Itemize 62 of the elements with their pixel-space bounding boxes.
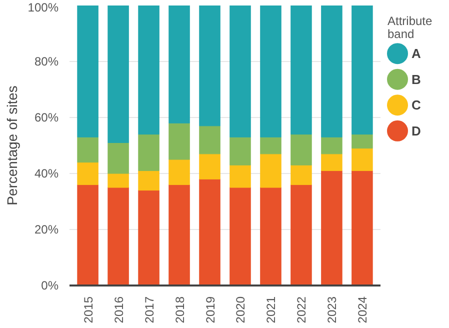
bar — [77, 136, 98, 163]
bar — [138, 6, 160, 135]
bar — [352, 170, 373, 286]
bar — [168, 159, 190, 185]
bar — [108, 173, 129, 188]
y-tick-label: 40% — [34, 166, 59, 180]
bar — [230, 136, 251, 166]
x-tick-label: 2023 — [325, 296, 340, 324]
bar — [108, 6, 129, 143]
bar — [199, 126, 220, 154]
bar — [260, 154, 282, 188]
bar — [260, 6, 282, 138]
x-tick-label: 2017 — [142, 296, 156, 324]
bar — [352, 6, 373, 135]
legend-label: A — [412, 46, 422, 62]
bar — [138, 134, 160, 171]
bar — [290, 164, 312, 185]
bar — [290, 134, 312, 166]
bar — [138, 190, 160, 286]
x-tick-label: 2020 — [234, 296, 248, 324]
bar — [77, 162, 98, 185]
bar — [230, 6, 251, 138]
legend-label: B — [412, 72, 421, 87]
legend-label: C — [412, 98, 422, 113]
bar — [199, 178, 220, 286]
bar — [138, 170, 160, 191]
x-tick-label: 2019 — [203, 296, 218, 324]
x-tick-label: 2024 — [356, 296, 370, 324]
y-tick-label: 100% — [28, 0, 59, 14]
x-tick-label: 2016 — [112, 296, 126, 324]
y-tick-label: 20% — [34, 222, 59, 236]
bar — [168, 6, 190, 124]
bar — [290, 184, 312, 286]
bar — [230, 187, 251, 286]
bar — [321, 154, 342, 171]
x-tick-label: 2021 — [264, 296, 278, 324]
legend-label: D — [412, 123, 421, 138]
bar — [230, 164, 251, 188]
bar — [352, 134, 373, 149]
bar — [108, 187, 129, 286]
bar — [168, 122, 190, 160]
y-tick-label: 60% — [34, 110, 59, 124]
y-tick-label: 0% — [41, 278, 59, 292]
bar — [77, 184, 98, 286]
bar — [352, 148, 373, 171]
bar — [321, 170, 342, 286]
x-tick-label: 2015 — [81, 296, 96, 324]
y-tick-label: 80% — [34, 54, 59, 68]
bar — [321, 6, 342, 138]
bar — [290, 6, 312, 135]
bar — [199, 6, 220, 126]
legend-title: Attribute band — [388, 14, 433, 41]
x-tick-label: 2018 — [172, 296, 187, 324]
x-tick-label: 2022 — [294, 296, 309, 324]
bar — [77, 6, 98, 138]
bar — [260, 136, 282, 154]
bar — [108, 142, 129, 174]
bar — [199, 154, 220, 180]
bar — [260, 187, 282, 286]
bar — [168, 184, 190, 286]
y-axis-title: Percentage of sites — [4, 86, 20, 206]
bar — [321, 136, 342, 154]
